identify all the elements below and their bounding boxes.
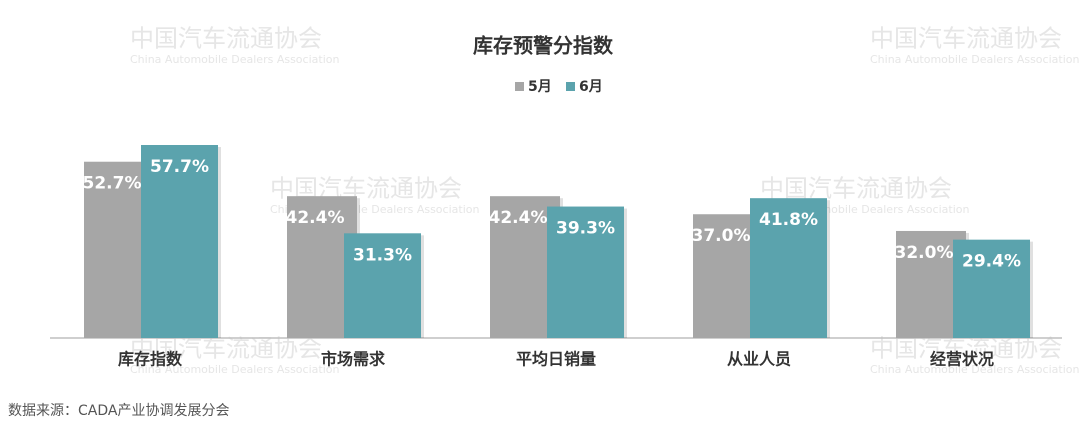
watermark: 中国汽车流通协会 (870, 25, 1062, 53)
x-tick-label: 市场需求 (321, 350, 386, 369)
watermark-en: China Automobile Dealers Association (130, 363, 339, 376)
data-label: 57.7% (150, 157, 209, 177)
legend-label: 5月 (528, 79, 552, 95)
data-label: 39.3% (556, 219, 615, 239)
x-tick-label: 平均日销量 (516, 350, 596, 369)
watermark-en: China Automobile Dealers Association (870, 53, 1079, 66)
watermark-en: China Automobile Dealers Association (870, 363, 1079, 376)
watermark: 中国汽车流通协会 (870, 335, 1062, 363)
watermark: 中国汽车流通协会 (130, 25, 322, 53)
data-label: 32.0% (895, 243, 954, 263)
x-tick-label: 库存指数 (118, 350, 183, 369)
x-tick-label: 经营状况 (930, 350, 994, 369)
data-label: 42.4% (286, 208, 345, 228)
x-tick-label: 从业人员 (727, 350, 791, 369)
legend-label: 6月 (579, 79, 603, 95)
data-label: 37.0% (692, 226, 751, 246)
data-label: 42.4% (489, 208, 548, 228)
data-label: 41.8% (759, 210, 818, 230)
bar (344, 233, 421, 338)
data-label: 31.3% (353, 245, 412, 265)
legend-swatch (515, 82, 524, 91)
bar (547, 206, 624, 338)
source-note: 数据来源：CADA产业协调发展分会 (8, 403, 229, 419)
watermark: 中国汽车流通协会 (130, 335, 322, 363)
data-label: 52.7% (83, 174, 142, 194)
watermark-en: China Automobile Dealers Association (130, 53, 339, 66)
watermark: 中国汽车流通协会 (760, 175, 952, 203)
bar (750, 198, 827, 338)
bar (953, 239, 1030, 338)
data-label: 29.4% (962, 252, 1021, 272)
legend-swatch (566, 82, 575, 91)
chart-title: 库存预警分指数 (473, 34, 614, 58)
bar (141, 145, 218, 338)
